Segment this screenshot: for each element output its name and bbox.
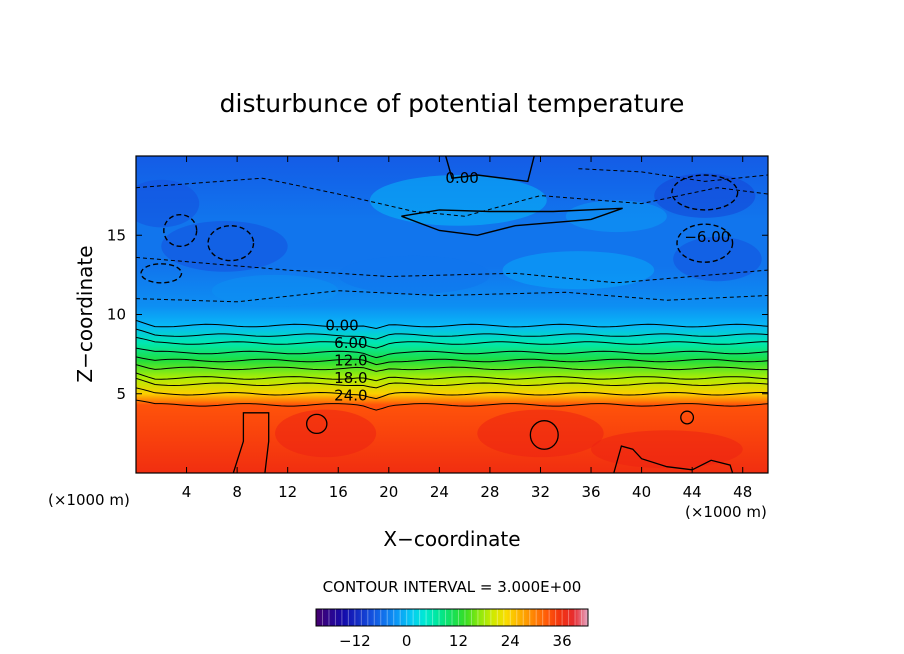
negative-contour — [676, 223, 734, 263]
contour-line — [136, 399, 768, 411]
contour-line — [136, 387, 768, 400]
colorbar-ticks: −12 0 12 24 36 — [339, 632, 572, 650]
field-blob — [136, 179, 200, 228]
field-blob — [591, 430, 743, 469]
contour-label: 12.0 — [334, 351, 367, 369]
x-tick-label: 12 — [278, 483, 297, 501]
dashed-contour — [136, 256, 768, 284]
field-blob — [654, 173, 756, 218]
warm-contour — [680, 410, 695, 425]
negative-contour — [140, 263, 183, 284]
contour-line — [136, 372, 768, 382]
field-blob — [211, 274, 339, 307]
field-blob — [477, 409, 604, 458]
colorbar: −12 0 12 24 36 — [315, 608, 589, 650]
warm-contour — [529, 420, 559, 450]
contour-label: 6.00 — [334, 334, 367, 352]
colorbar-cells — [321, 609, 583, 626]
contour-label: −6.00 — [684, 228, 730, 246]
x-tick-label: 8 — [232, 483, 242, 501]
colorbar-tick-label: 24 — [501, 632, 520, 650]
colorbar-tick-label: 0 — [402, 632, 412, 650]
contour-line — [136, 364, 768, 372]
x-unit-label-right: (×1000 m) — [685, 503, 767, 521]
field-blob — [369, 175, 547, 226]
y-tick-label: 10 — [107, 306, 126, 324]
y-tick-label: 15 — [107, 226, 126, 244]
contour-interval-label: CONTOUR INTERVAL = 3.000E+00 — [323, 578, 582, 596]
x-tick-label: 20 — [379, 483, 398, 501]
negative-contour — [163, 213, 198, 248]
contour-line — [136, 336, 768, 349]
x-tick-label: 4 — [182, 483, 192, 501]
x-tick-label: 32 — [531, 483, 550, 501]
warm-contour — [613, 445, 734, 473]
field-blobs — [136, 173, 762, 469]
colorbar-frame — [315, 608, 589, 627]
warm-contour — [305, 413, 328, 435]
contour-line — [136, 328, 768, 340]
contour-label: 0.00 — [325, 317, 358, 335]
contour-line — [136, 319, 768, 330]
dashed-contour — [136, 290, 768, 303]
colorbar-tick-label: −12 — [339, 632, 371, 650]
colorbar-tick-label: 36 — [553, 632, 572, 650]
warm-contour — [232, 412, 270, 473]
negative-contour — [671, 174, 739, 211]
field-blob — [161, 220, 288, 272]
x-tick-label: 40 — [632, 483, 651, 501]
dashed-contour — [578, 168, 768, 182]
y-axis-label: Z−coordinate — [73, 245, 97, 382]
contour-label: 24.0 — [334, 386, 367, 404]
x-tick-label: 36 — [581, 483, 600, 501]
contour-label: 18.0 — [334, 369, 367, 387]
contour-line — [136, 377, 768, 389]
y-tick-label: 5 — [116, 385, 126, 403]
x-tick-label: 48 — [733, 483, 752, 501]
field-blob — [275, 409, 377, 458]
field-blob — [502, 251, 655, 290]
contour-line — [136, 356, 768, 366]
zero-contour — [401, 207, 623, 237]
colorbar-fill — [316, 609, 588, 626]
field-blob — [565, 200, 667, 233]
x-tick-label: 44 — [683, 483, 702, 501]
contour-line — [136, 347, 768, 359]
x-tick-label: 24 — [430, 483, 449, 501]
x-axis-ticks: 4 8 12 16 20 24 28 32 36 40 44 48 — [182, 156, 752, 501]
plot-area — [136, 156, 768, 473]
chart-title: disturbunce of potential temperature — [220, 89, 685, 118]
contour-label: 0.00 — [445, 169, 478, 187]
y-axis-ticks: 5 10 15 — [107, 226, 768, 403]
colorbar-tick-label: 12 — [449, 632, 468, 650]
x-axis-label: X−coordinate — [383, 527, 520, 551]
x-tick-label: 16 — [329, 483, 348, 501]
zero-contour — [445, 156, 535, 183]
contour-lines — [136, 156, 768, 473]
field-blob — [673, 236, 762, 282]
x-tick-label: 28 — [480, 483, 499, 501]
x-unit-label-left: (×1000 m) — [48, 491, 130, 509]
field-blob — [338, 255, 490, 294]
